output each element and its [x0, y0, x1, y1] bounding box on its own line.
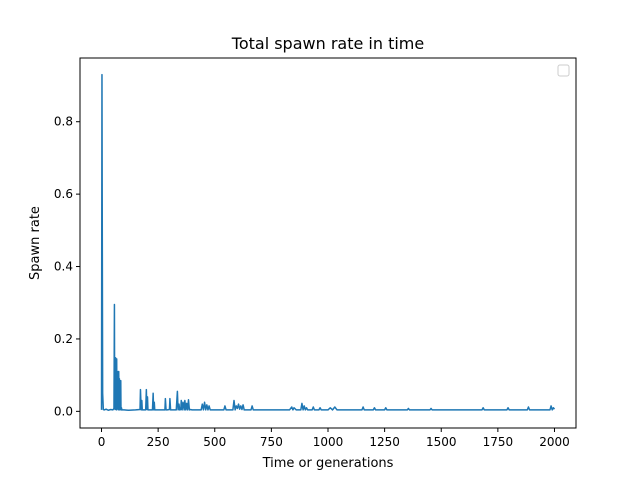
x-tick-label: 250 [147, 435, 170, 449]
chart-title: Total spawn rate in time [231, 34, 424, 53]
x-tick-label: 750 [260, 435, 283, 449]
y-tick-label: 0.8 [54, 115, 73, 129]
legend-box [557, 64, 570, 77]
x-axis: 0 250 500 750 1000 1250 1500 1750 2000 [98, 428, 570, 449]
series-line-0 [100, 73, 556, 412]
y-tick-label: 0.6 [54, 187, 73, 201]
x-axis-label: Time or generations [262, 456, 394, 471]
y-tick-label: 0.4 [54, 260, 73, 274]
axes-frame [79, 57, 577, 429]
series-layer [100, 73, 556, 412]
y-axis: 0.0 0.2 0.4 0.6 0.8 [54, 115, 80, 418]
x-tick-label: 2000 [539, 435, 570, 449]
x-tick-label: 1500 [426, 435, 457, 449]
y-tick-label: 0.0 [54, 404, 73, 418]
x-tick-label: 1750 [483, 435, 514, 449]
x-tick-label: 1250 [369, 435, 400, 449]
x-tick-label: 500 [203, 435, 226, 449]
x-tick-label: 1000 [313, 435, 344, 449]
x-tick-label: 0 [98, 435, 106, 449]
y-axis-label: Spawn rate [28, 206, 43, 280]
y-tick-label: 0.2 [54, 332, 73, 346]
